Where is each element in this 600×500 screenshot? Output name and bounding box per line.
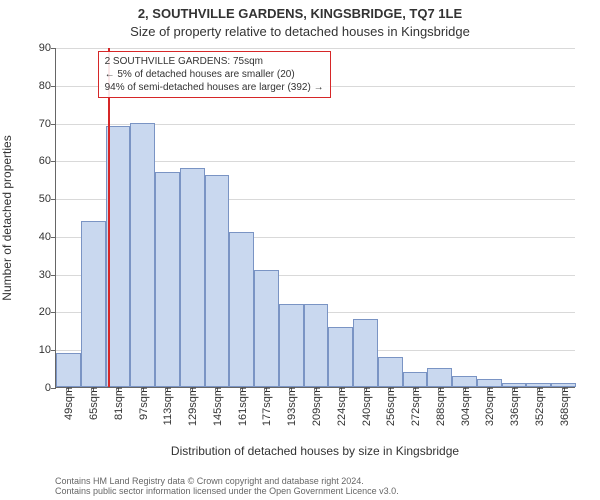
xtick-label: 320sqm <box>482 387 496 426</box>
histogram-bar <box>205 175 230 387</box>
xtick-label: 304sqm <box>458 387 472 426</box>
xtick-label: 145sqm <box>210 387 224 426</box>
y-axis-label: Number of detached properties <box>0 135 14 300</box>
histogram-bar <box>353 319 378 387</box>
xtick-label: 49sqm <box>61 387 75 420</box>
xtick-label: 352sqm <box>532 387 546 426</box>
chart-title-address: 2, SOUTHVILLE GARDENS, KINGSBRIDGE, TQ7 … <box>0 6 600 21</box>
xtick-label: 288sqm <box>433 387 447 426</box>
histogram-bar <box>180 168 205 387</box>
histogram-bar <box>130 123 155 387</box>
histogram-bar <box>254 270 279 387</box>
histogram-bar <box>452 376 477 387</box>
ytick-label: 40 <box>39 231 56 243</box>
ytick-label: 0 <box>45 382 56 394</box>
histogram-bar <box>427 368 452 387</box>
chart-container: 2, SOUTHVILLE GARDENS, KINGSBRIDGE, TQ7 … <box>0 0 600 500</box>
xtick-label: 97sqm <box>136 387 150 420</box>
xtick-label: 161sqm <box>235 387 249 426</box>
xtick-label: 256sqm <box>383 387 397 426</box>
histogram-bar <box>477 379 502 387</box>
ytick-label: 60 <box>39 155 56 167</box>
xtick-label: 368sqm <box>557 387 571 426</box>
xtick-label: 224sqm <box>334 387 348 426</box>
histogram-bar <box>56 353 81 387</box>
footer-attribution: Contains HM Land Registry data © Crown c… <box>55 476 399 496</box>
ytick-label: 10 <box>39 344 56 356</box>
plot-area: 010203040506070809049sqm65sqm81sqm97sqm1… <box>55 48 575 388</box>
histogram-bar <box>279 304 304 387</box>
gridline <box>56 48 575 49</box>
xtick-label: 177sqm <box>259 387 273 426</box>
histogram-bar <box>81 221 106 387</box>
histogram-bar <box>155 172 180 387</box>
xtick-label: 240sqm <box>359 387 373 426</box>
x-axis-label: Distribution of detached houses by size … <box>55 444 575 458</box>
histogram-bar <box>378 357 403 387</box>
annotation-line: ← 5% of detached houses are smaller (20) <box>105 68 324 81</box>
histogram-bar <box>229 232 254 387</box>
xtick-label: 65sqm <box>86 387 100 420</box>
histogram-bar <box>304 304 329 387</box>
annotation-box: 2 SOUTHVILLE GARDENS: 75sqm← 5% of detac… <box>98 51 331 98</box>
histogram-bar <box>403 372 428 387</box>
ytick-label: 50 <box>39 193 56 205</box>
xtick-label: 272sqm <box>408 387 422 426</box>
xtick-label: 81sqm <box>111 387 125 420</box>
ytick-label: 90 <box>39 42 56 54</box>
histogram-bar <box>328 327 353 387</box>
xtick-label: 336sqm <box>507 387 521 426</box>
xtick-label: 193sqm <box>284 387 298 426</box>
xtick-label: 129sqm <box>185 387 199 426</box>
ytick-label: 30 <box>39 269 56 281</box>
reference-line <box>108 48 110 387</box>
xtick-label: 113sqm <box>160 387 174 425</box>
ytick-label: 70 <box>39 118 56 130</box>
chart-subtitle: Size of property relative to detached ho… <box>0 24 600 39</box>
annotation-line: 2 SOUTHVILLE GARDENS: 75sqm <box>105 55 324 68</box>
ytick-label: 80 <box>39 80 56 92</box>
ytick-label: 20 <box>39 306 56 318</box>
annotation-line: 94% of semi-detached houses are larger (… <box>105 81 324 94</box>
xtick-label: 209sqm <box>309 387 323 426</box>
